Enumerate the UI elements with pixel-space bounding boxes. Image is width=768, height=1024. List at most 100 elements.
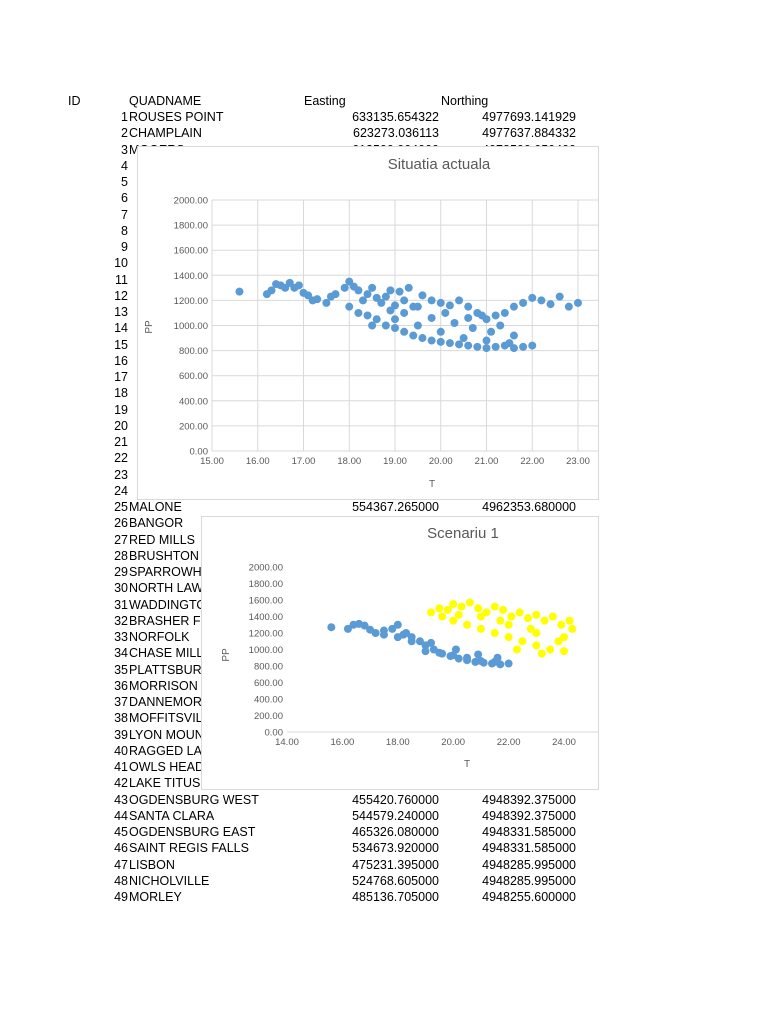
data-point [546,300,555,309]
y-tick-label: 800.00 [254,662,283,673]
data-point [464,341,473,350]
data-point [491,311,500,320]
data-point [482,608,491,617]
x-tick-label: 20.00 [441,737,465,748]
row-id: 21 [114,435,128,449]
data-point [395,287,404,296]
x-tick-label: 21.00 [475,456,499,467]
data-point [526,624,535,633]
x-tick-label: 14.00 [275,737,299,748]
row-easting: 554367.265000 [352,500,439,514]
data-point [345,302,354,311]
data-point [427,313,436,322]
data-point [386,286,395,295]
data-point [327,623,336,632]
row-easting: 524768.605000 [352,873,439,888]
row-id: 49 [114,890,128,904]
data-point [574,298,582,307]
data-point [519,342,528,351]
data-point [443,605,452,614]
data-point [490,602,499,611]
data-point [540,616,549,625]
data-point [476,612,485,621]
data-point [445,339,454,348]
row-id: 29 [114,565,128,579]
row-id: 8 [121,223,128,238]
row-quadname: DANNEMOR [129,695,202,709]
y-tick-label: 2000.00 [249,563,283,574]
row-quadname: CHAMPLAIN [129,126,202,141]
row-quadname: MALONE [129,500,182,514]
data-point [476,624,485,633]
data-point [554,637,563,646]
x-tick-label: 20.00 [429,456,453,467]
row-northing: 4948331.585000 [482,841,576,856]
row-id: 28 [114,548,128,563]
y-tick-label: 1800.00 [249,579,283,590]
data-point [487,327,496,336]
row-quadname: LISBON [129,857,175,872]
chart-scenariu-1[interactable]: Scenariu 1 0.00 200.00 400.00 600.00 800.00 10… [201,516,599,790]
row-id: 1 [121,110,128,124]
data-point [454,610,463,619]
row-easting: 633135.654322 [352,110,439,124]
chart-2-svg: Scenariu 1 0.00 200.00 400.00 600.00 800.00 10… [221,525,598,770]
row-northing: 4977637.884332 [482,126,576,141]
data-point [427,296,436,305]
row-id: 23 [114,467,128,482]
row-quadname: NORTH LAW [129,581,204,596]
data-point [459,334,468,343]
data-point [368,283,377,292]
row-id: 39 [114,727,128,742]
data-point [427,608,436,617]
row-id: 2 [121,126,128,141]
y-tick-label: 1400.00 [174,271,208,282]
row-northing: 4948285.995000 [482,857,576,872]
data-point [441,308,450,317]
data-point [343,624,352,633]
row-northing: 4948331.585000 [482,825,576,839]
row-id: 24 [114,483,128,498]
data-point [528,293,537,302]
chart-situatia-actuala[interactable]: Situatia actuala 0.00 200.00 400.00 600.00 80… [137,146,599,500]
y-tick-label: 400.00 [179,396,208,407]
data-point [372,315,381,324]
row-id: 19 [114,402,128,417]
row-id: 3 [121,142,128,157]
data-point [415,637,424,646]
header-quadname: QUADNAME [129,94,202,108]
data-point [465,598,474,607]
data-point [537,296,546,305]
row-easting: 534673.920000 [352,841,439,856]
y-tick-label: 1600.00 [249,596,283,607]
row-northing: 4948392.375000 [482,808,576,823]
data-point [427,336,436,345]
data-point [557,620,566,629]
x-tick-label: 22.00 [497,737,521,748]
data-point [532,641,541,650]
y-tick-label: 1200.00 [174,296,208,307]
row-quadname: NICHOLVILLE [129,873,210,888]
x-tick-label: 23.00 [566,456,590,467]
row-id: 11 [115,272,128,287]
data-point [371,629,380,637]
row-id: 44 [114,808,128,823]
data-point [518,637,527,646]
data-point [418,291,427,300]
row-id: 30 [114,581,128,596]
row-quadname: OGDENSBURG WEST [129,792,259,807]
x-tick-label: 18.00 [386,737,410,748]
data-point [474,650,483,659]
x-tick-label: 24.00 [552,737,576,748]
header-northing: Northing [441,94,489,108]
data-point [496,616,505,625]
data-point [546,645,555,654]
data-point [565,616,574,625]
data-point [523,614,532,623]
data-point [482,336,491,345]
x-axis-label: T [429,479,435,490]
header-id: ID [68,94,81,108]
row-id: 4 [121,158,128,173]
data-point [504,659,513,668]
y-tick-label: 1000.00 [174,321,208,332]
